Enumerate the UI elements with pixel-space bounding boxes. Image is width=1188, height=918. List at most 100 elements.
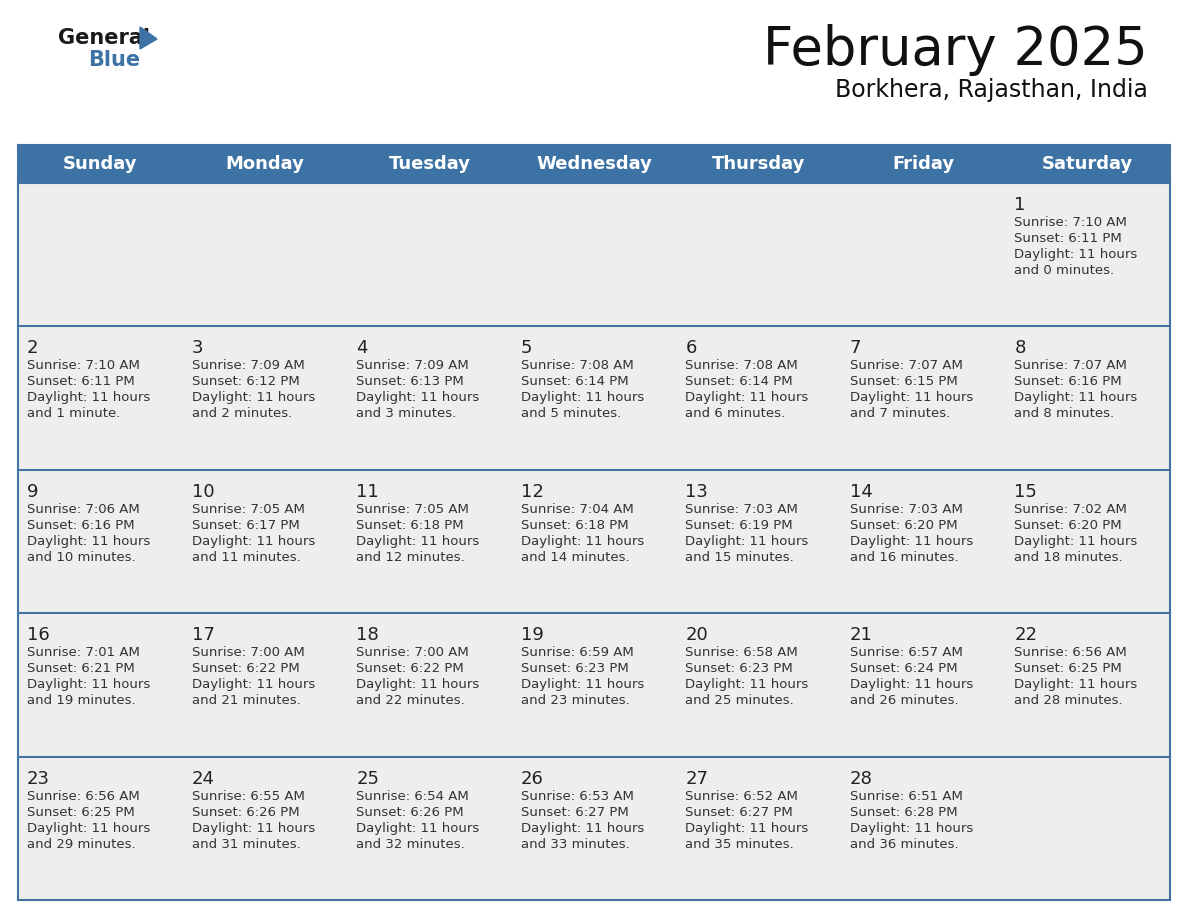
Text: and 12 minutes.: and 12 minutes. — [356, 551, 465, 564]
Text: Sunrise: 7:08 AM: Sunrise: 7:08 AM — [520, 360, 633, 373]
Text: 19: 19 — [520, 626, 544, 644]
Bar — [18, 145, 1170, 183]
Text: Sunrise: 7:01 AM: Sunrise: 7:01 AM — [27, 646, 140, 659]
Text: Daylight: 11 hours: Daylight: 11 hours — [27, 822, 150, 834]
Text: Monday: Monday — [226, 155, 304, 173]
Text: 5: 5 — [520, 340, 532, 357]
Text: Sunset: 6:24 PM: Sunset: 6:24 PM — [849, 662, 958, 676]
Text: and 32 minutes.: and 32 minutes. — [356, 837, 465, 851]
Text: and 26 minutes.: and 26 minutes. — [849, 694, 959, 707]
Text: Daylight: 11 hours: Daylight: 11 hours — [520, 391, 644, 405]
Text: Sunset: 6:21 PM: Sunset: 6:21 PM — [27, 662, 134, 676]
Text: and 10 minutes.: and 10 minutes. — [27, 551, 135, 564]
Text: Daylight: 11 hours: Daylight: 11 hours — [191, 391, 315, 405]
Text: Sunset: 6:23 PM: Sunset: 6:23 PM — [685, 662, 794, 676]
Text: Daylight: 11 hours: Daylight: 11 hours — [685, 391, 809, 405]
Text: Daylight: 11 hours: Daylight: 11 hours — [685, 822, 809, 834]
Text: Sunrise: 6:56 AM: Sunrise: 6:56 AM — [1015, 646, 1127, 659]
Text: Sunset: 6:23 PM: Sunset: 6:23 PM — [520, 662, 628, 676]
Text: Sunset: 6:14 PM: Sunset: 6:14 PM — [685, 375, 792, 388]
Text: Sunset: 6:16 PM: Sunset: 6:16 PM — [27, 519, 134, 532]
Bar — [18, 327, 1170, 470]
Text: Daylight: 11 hours: Daylight: 11 hours — [1015, 678, 1138, 691]
Text: Sunset: 6:12 PM: Sunset: 6:12 PM — [191, 375, 299, 388]
Text: Sunset: 6:16 PM: Sunset: 6:16 PM — [1015, 375, 1121, 388]
Text: Sunset: 6:26 PM: Sunset: 6:26 PM — [356, 806, 463, 819]
Text: Sunrise: 7:10 AM: Sunrise: 7:10 AM — [1015, 216, 1127, 229]
Text: Sunrise: 7:07 AM: Sunrise: 7:07 AM — [1015, 360, 1127, 373]
Text: and 22 minutes.: and 22 minutes. — [356, 694, 465, 707]
Text: 6: 6 — [685, 340, 696, 357]
Text: Daylight: 11 hours: Daylight: 11 hours — [356, 535, 480, 548]
Text: and 28 minutes.: and 28 minutes. — [1015, 694, 1123, 707]
Text: Daylight: 11 hours: Daylight: 11 hours — [27, 391, 150, 405]
Text: Sunday: Sunday — [63, 155, 138, 173]
Text: 15: 15 — [1015, 483, 1037, 501]
Text: Sunrise: 7:05 AM: Sunrise: 7:05 AM — [356, 503, 469, 516]
Text: Friday: Friday — [892, 155, 954, 173]
Text: 26: 26 — [520, 769, 544, 788]
Text: and 0 minutes.: and 0 minutes. — [1015, 264, 1114, 277]
Text: Sunset: 6:25 PM: Sunset: 6:25 PM — [1015, 662, 1123, 676]
Text: Sunset: 6:28 PM: Sunset: 6:28 PM — [849, 806, 958, 819]
Text: and 23 minutes.: and 23 minutes. — [520, 694, 630, 707]
Text: Daylight: 11 hours: Daylight: 11 hours — [356, 678, 480, 691]
Text: Sunset: 6:25 PM: Sunset: 6:25 PM — [27, 806, 134, 819]
Text: Daylight: 11 hours: Daylight: 11 hours — [685, 678, 809, 691]
Text: Sunrise: 7:03 AM: Sunrise: 7:03 AM — [685, 503, 798, 516]
Text: General: General — [58, 28, 150, 48]
Text: and 25 minutes.: and 25 minutes. — [685, 694, 794, 707]
Text: Daylight: 11 hours: Daylight: 11 hours — [191, 535, 315, 548]
Text: Sunrise: 7:09 AM: Sunrise: 7:09 AM — [356, 360, 469, 373]
Text: Sunrise: 6:57 AM: Sunrise: 6:57 AM — [849, 646, 962, 659]
Text: and 7 minutes.: and 7 minutes. — [849, 408, 950, 420]
Text: Sunset: 6:22 PM: Sunset: 6:22 PM — [356, 662, 463, 676]
Text: Daylight: 11 hours: Daylight: 11 hours — [27, 678, 150, 691]
Text: and 16 minutes.: and 16 minutes. — [849, 551, 959, 564]
Text: and 19 minutes.: and 19 minutes. — [27, 694, 135, 707]
Text: 13: 13 — [685, 483, 708, 501]
Text: Sunrise: 7:09 AM: Sunrise: 7:09 AM — [191, 360, 304, 373]
Text: Sunrise: 6:51 AM: Sunrise: 6:51 AM — [849, 789, 962, 802]
Text: Sunrise: 7:07 AM: Sunrise: 7:07 AM — [849, 360, 962, 373]
Text: Daylight: 11 hours: Daylight: 11 hours — [849, 535, 973, 548]
Text: 25: 25 — [356, 769, 379, 788]
Text: Sunrise: 7:02 AM: Sunrise: 7:02 AM — [1015, 503, 1127, 516]
Text: Sunset: 6:18 PM: Sunset: 6:18 PM — [520, 519, 628, 532]
Text: 9: 9 — [27, 483, 38, 501]
Text: Sunrise: 6:54 AM: Sunrise: 6:54 AM — [356, 789, 469, 802]
Text: Sunset: 6:20 PM: Sunset: 6:20 PM — [1015, 519, 1121, 532]
Text: Daylight: 11 hours: Daylight: 11 hours — [849, 391, 973, 405]
Text: Daylight: 11 hours: Daylight: 11 hours — [685, 535, 809, 548]
Text: and 3 minutes.: and 3 minutes. — [356, 408, 456, 420]
Text: Daylight: 11 hours: Daylight: 11 hours — [356, 822, 480, 834]
Text: Daylight: 11 hours: Daylight: 11 hours — [1015, 391, 1138, 405]
Text: 8: 8 — [1015, 340, 1025, 357]
Text: 21: 21 — [849, 626, 873, 644]
Text: 20: 20 — [685, 626, 708, 644]
Text: and 11 minutes.: and 11 minutes. — [191, 551, 301, 564]
Text: Sunrise: 6:53 AM: Sunrise: 6:53 AM — [520, 789, 633, 802]
Text: 11: 11 — [356, 483, 379, 501]
Text: Sunrise: 7:05 AM: Sunrise: 7:05 AM — [191, 503, 304, 516]
Text: Daylight: 11 hours: Daylight: 11 hours — [849, 678, 973, 691]
Text: February 2025: February 2025 — [763, 24, 1148, 76]
Text: and 2 minutes.: and 2 minutes. — [191, 408, 292, 420]
Text: Blue: Blue — [88, 50, 140, 70]
Text: 28: 28 — [849, 769, 873, 788]
Text: Sunset: 6:20 PM: Sunset: 6:20 PM — [849, 519, 958, 532]
Text: and 1 minute.: and 1 minute. — [27, 408, 120, 420]
Text: Sunrise: 6:52 AM: Sunrise: 6:52 AM — [685, 789, 798, 802]
Text: and 8 minutes.: and 8 minutes. — [1015, 408, 1114, 420]
Text: 4: 4 — [356, 340, 367, 357]
Text: Sunset: 6:18 PM: Sunset: 6:18 PM — [356, 519, 463, 532]
Text: Sunrise: 7:00 AM: Sunrise: 7:00 AM — [191, 646, 304, 659]
Text: Sunset: 6:26 PM: Sunset: 6:26 PM — [191, 806, 299, 819]
Text: 2: 2 — [27, 340, 38, 357]
Text: Sunset: 6:11 PM: Sunset: 6:11 PM — [1015, 232, 1123, 245]
Text: Sunset: 6:17 PM: Sunset: 6:17 PM — [191, 519, 299, 532]
Text: Sunset: 6:27 PM: Sunset: 6:27 PM — [520, 806, 628, 819]
Text: Sunrise: 7:03 AM: Sunrise: 7:03 AM — [849, 503, 962, 516]
Text: and 5 minutes.: and 5 minutes. — [520, 408, 621, 420]
Text: Daylight: 11 hours: Daylight: 11 hours — [191, 822, 315, 834]
